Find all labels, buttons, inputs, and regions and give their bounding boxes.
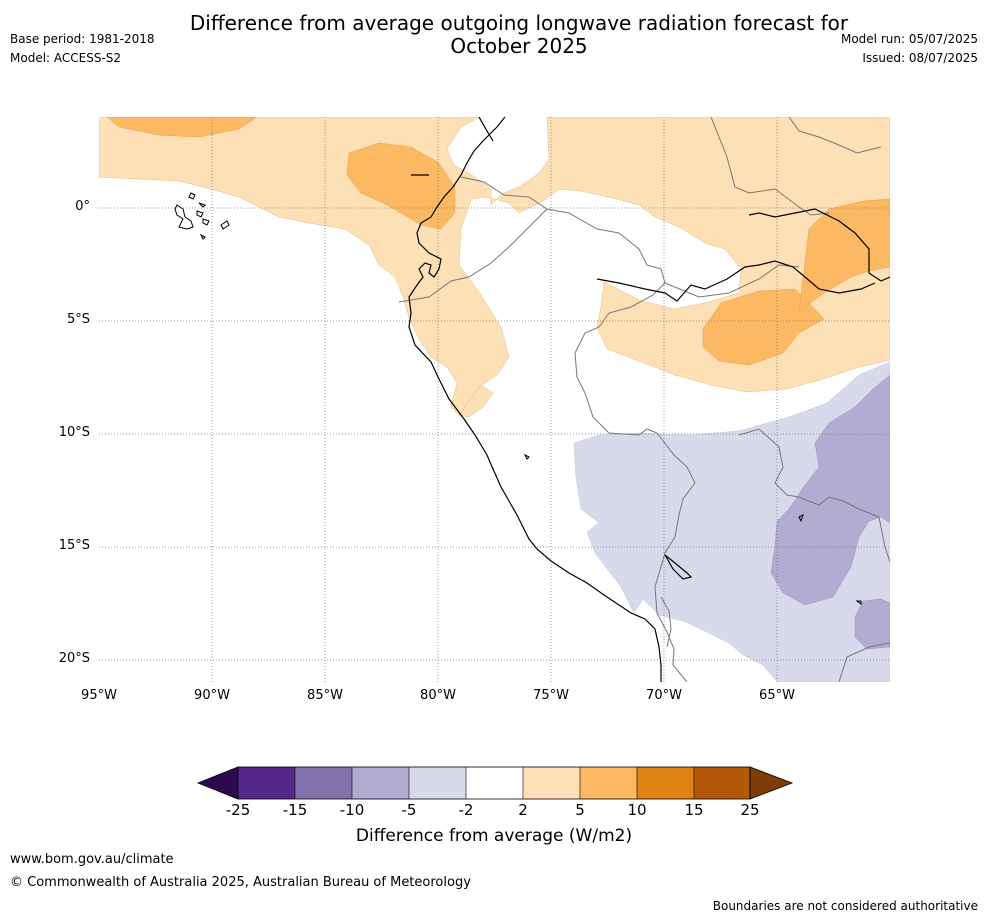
anomaly-positive-light-island <box>458 384 494 418</box>
colorbar-high-extend <box>749 766 794 800</box>
colorbar-low-extend <box>196 766 239 800</box>
anomaly-positive-mid-north <box>106 117 258 138</box>
base-period: Base period: 1981-2018 <box>10 32 155 46</box>
colorbar-bin-8 <box>637 767 694 799</box>
colorbar-bin-5 <box>466 767 523 799</box>
anomaly-positive-mid-east <box>702 198 890 366</box>
colorbar-tick-neg25: -25 <box>225 801 251 819</box>
galapagos-islands <box>174 192 230 240</box>
coastline <box>408 117 890 682</box>
map-title: Difference from average outgoing longwav… <box>0 12 988 58</box>
lat-tick-0: 0° <box>75 199 90 214</box>
gridlines <box>99 117 890 682</box>
colorbar-tick-2: 2 <box>518 801 528 819</box>
colorbar-tick-5: 5 <box>575 801 585 819</box>
title-line-2: October 2025 <box>450 34 588 58</box>
lake-islands <box>523 453 862 605</box>
footer-url[interactable]: www.bom.gov.au/climate <box>10 852 174 867</box>
model-name: Model: ACCESS-S2 <box>10 51 122 65</box>
lon-tick-90w: 90°W <box>194 688 230 703</box>
country-borders <box>398 117 890 682</box>
footer-copyright: © Commonwealth of Australia 2025, Austra… <box>10 875 471 890</box>
map-panel <box>99 117 890 682</box>
colorbar-tick-neg2: -2 <box>458 801 474 819</box>
footer-boundaries-note: Boundaries are not considered authoritat… <box>712 899 978 913</box>
colorbar-bin-1 <box>238 767 295 799</box>
colorbar-bin-7 <box>580 767 637 799</box>
anomaly-negative-mid-region <box>770 374 890 650</box>
colorbar-tick-10: 10 <box>627 801 647 819</box>
lon-tick-65w: 65°W <box>759 688 795 703</box>
colorbar <box>196 766 794 800</box>
meta-left: Base period: 1981-2018 Model: ACCESS-S2 <box>10 30 155 68</box>
colorbar-tick-neg10: -10 <box>339 801 365 819</box>
lon-tick-95w: 95°W <box>81 688 117 703</box>
lat-tick-20s: 20°S <box>58 651 90 666</box>
colorbar-tick-neg15: -15 <box>282 801 308 819</box>
colorbar-label: Difference from average (W/m2) <box>355 826 633 846</box>
model-run: Model run: 05/07/2025 <box>840 32 978 46</box>
colorbar-bin-3 <box>352 767 409 799</box>
colorbar-bin-9 <box>694 767 750 799</box>
colorbar-tick-neg5: -5 <box>401 801 417 819</box>
lat-tick-5s: 5°S <box>66 312 90 327</box>
lat-tick-15s: 15°S <box>58 538 90 553</box>
lon-tick-85w: 85°W <box>307 688 343 703</box>
colorbar-bin-2 <box>295 767 352 799</box>
lon-tick-80w: 80°W <box>420 688 456 703</box>
colorbar-bin-4 <box>409 767 466 799</box>
meta-right: Model run: 05/07/2025 Issued: 08/07/2025 <box>841 30 978 68</box>
issued-date: Issued: 08/07/2025 <box>862 51 978 65</box>
anomaly-positive-mid-coast <box>346 142 456 230</box>
colorbar-tick-15: 15 <box>684 801 704 819</box>
lon-tick-75w: 75°W <box>533 688 569 703</box>
colorbar-bin-6 <box>523 767 580 799</box>
lon-tick-70w: 70°W <box>646 688 682 703</box>
colorbar-tick-25: 25 <box>740 801 760 819</box>
title-line-1: Difference from average outgoing longwav… <box>189 11 849 35</box>
anomaly-positive-light-region <box>99 117 890 418</box>
colorbar-frame <box>237 766 751 800</box>
lat-tick-10s: 10°S <box>58 425 90 440</box>
